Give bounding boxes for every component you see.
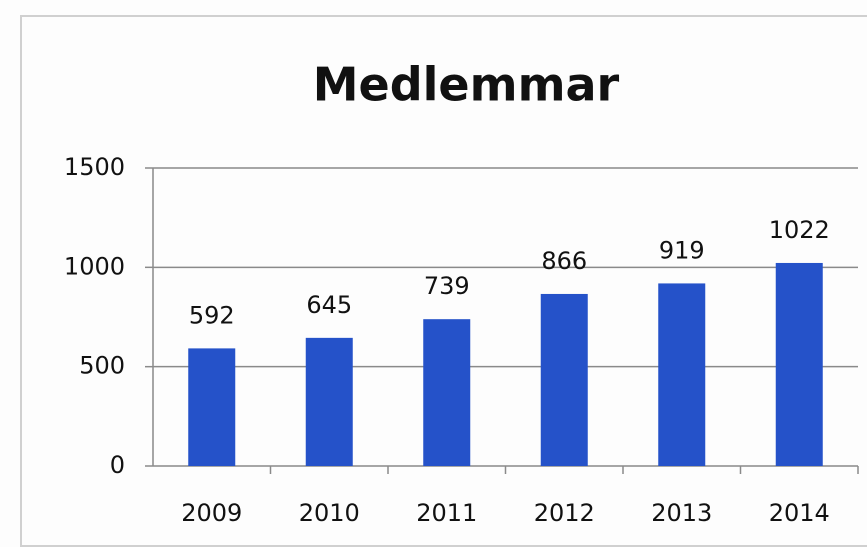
x-tick-label: 2010: [299, 499, 360, 527]
y-tick-label: 0: [110, 451, 125, 479]
bar: [540, 293, 588, 466]
y-tick-label: 1000: [64, 252, 125, 280]
bar: [775, 262, 823, 466]
data-label: 919: [659, 236, 705, 264]
bar: [658, 283, 706, 466]
y-tick-label: 500: [79, 352, 125, 380]
x-tick-label: 2012: [534, 499, 595, 527]
chart-title: Medlemmar: [313, 58, 620, 112]
bar: [423, 319, 471, 466]
data-label: 739: [424, 272, 470, 300]
data-label: 645: [306, 291, 352, 319]
x-tick-label: 2011: [416, 499, 477, 527]
data-label: 592: [189, 301, 235, 329]
x-tick-label: 2009: [181, 499, 242, 527]
data-label: 1022: [769, 216, 830, 244]
y-tick-label: 1500: [64, 153, 125, 181]
chart-frame: [20, 15, 867, 547]
x-tick-label: 2014: [769, 499, 830, 527]
x-tick-label: 2013: [651, 499, 712, 527]
bar: [305, 337, 353, 466]
data-label: 866: [541, 247, 587, 275]
bar: [188, 348, 236, 466]
